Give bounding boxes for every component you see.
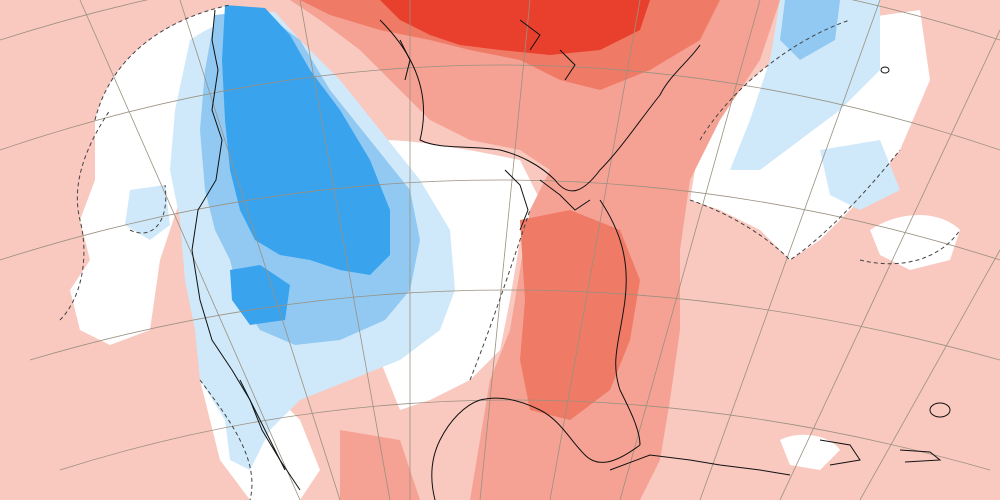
coastlines bbox=[191, 9, 942, 500]
lakes-islands bbox=[399, 19, 951, 418]
warm-extreme-regions bbox=[380, 0, 650, 55]
dashed-contours bbox=[59, 4, 961, 500]
cold-strong-regions bbox=[222, 5, 390, 325]
